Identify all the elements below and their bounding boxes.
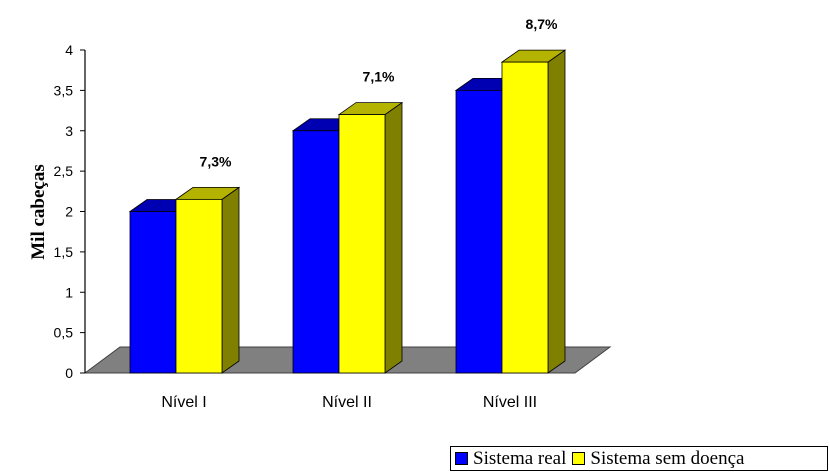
legend-item-sistema-real: Sistema real <box>455 448 566 470</box>
legend: Sistema real Sistema sem doença <box>450 446 828 471</box>
percent-label: 7,1% <box>363 69 395 85</box>
legend-swatch-yellow <box>572 452 586 465</box>
legend-swatch-blue <box>455 452 468 465</box>
y-tick-label: 2,5 <box>54 163 74 179</box>
bar-side-face <box>547 49 566 374</box>
bar-side-face <box>384 101 403 374</box>
y-tick-label: 0,5 <box>54 325 74 341</box>
legend-item-sistema-sem-doenca: Sistema sem doença <box>572 448 744 470</box>
percent-label: 7,3% <box>200 153 232 169</box>
y-tick-label: 1,5 <box>54 244 74 260</box>
x-category-label: Nível I <box>161 394 206 411</box>
bar-front-face <box>175 198 223 374</box>
bar-sistema-sem-doenca-nivel-iii <box>500 49 567 374</box>
y-axis-label: Mil cabeças <box>28 164 49 260</box>
bar-sistema-sem-doenca-nivel-ii <box>337 101 404 374</box>
y-tick-label: 3 <box>65 123 73 139</box>
bar-front-face <box>455 89 503 374</box>
y-tick-label: 3,5 <box>54 82 74 98</box>
bar-side-face <box>221 186 240 374</box>
percent-label: 8,7% <box>526 16 558 32</box>
bar-front-face <box>129 211 177 374</box>
legend-label-sistema-sem-doenca: Sistema sem doença <box>590 447 745 469</box>
x-category-label: Nível III <box>483 394 537 411</box>
bar-front-face <box>292 130 340 374</box>
y-tick-label: 2 <box>65 204 73 220</box>
x-category-label: Nível II <box>322 394 372 411</box>
bar-sistema-sem-doenca-nivel-i <box>174 186 241 374</box>
y-tick-label: 0 <box>65 365 73 381</box>
bar-front-face <box>501 61 549 374</box>
legend-label-sistema-real: Sistema real <box>473 447 567 469</box>
bar-front-face <box>338 114 386 374</box>
y-tick-label: 1 <box>65 284 73 300</box>
y-tick-label: 4 <box>65 42 73 58</box>
